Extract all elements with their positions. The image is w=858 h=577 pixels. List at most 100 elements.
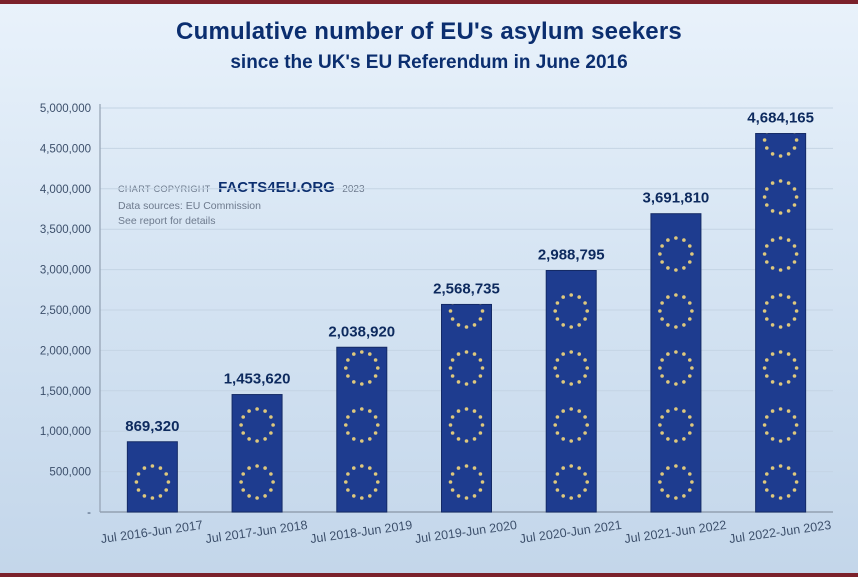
star-dot xyxy=(360,350,364,354)
eu-stars-pattern xyxy=(448,304,485,500)
y-axis-tick-label: 4,500,000 xyxy=(40,143,91,155)
star-dot xyxy=(765,358,769,362)
star-dot xyxy=(368,352,372,356)
bar-value-label: 869,320 xyxy=(125,418,179,435)
y-axis-tick-label: 500,000 xyxy=(49,467,91,479)
star-dot xyxy=(456,437,461,441)
x-axis-category-label: Jul 2018-Jun 2019 xyxy=(309,518,413,546)
star-dot xyxy=(786,494,791,498)
star-dot xyxy=(577,409,581,413)
star-dot xyxy=(762,138,767,142)
star-dot xyxy=(682,409,686,413)
star-dot xyxy=(660,431,664,435)
star-dot xyxy=(346,374,350,378)
star-dot xyxy=(450,358,455,362)
star-dot xyxy=(344,480,348,484)
star-dot xyxy=(660,415,664,419)
star-dot xyxy=(239,423,243,427)
star-dot xyxy=(792,431,797,435)
bar-value-label: 4,684,165 xyxy=(747,110,814,127)
star-dot xyxy=(786,266,791,270)
star-dot xyxy=(682,437,686,441)
star-dot xyxy=(765,431,769,435)
bar-value-label: 2,988,795 xyxy=(538,247,605,264)
star-dot xyxy=(765,133,768,134)
star-dot xyxy=(456,494,461,498)
star-dot xyxy=(464,439,469,443)
star-dot xyxy=(344,366,348,370)
star-dot xyxy=(660,301,664,305)
star-dot xyxy=(271,423,275,427)
star-dot xyxy=(682,494,686,498)
star-dot xyxy=(792,374,797,378)
y-axis-tick-label: 1,000,000 xyxy=(40,426,91,438)
star-dot xyxy=(794,195,799,199)
star-dot xyxy=(786,209,791,213)
star-dot xyxy=(794,480,799,484)
y-axis-tick-label: - xyxy=(87,507,91,519)
star-dot xyxy=(690,252,694,256)
star-dot xyxy=(682,266,686,270)
star-dot xyxy=(450,488,455,492)
star-dot xyxy=(666,494,670,498)
star-dot xyxy=(346,358,350,362)
brand-name: FACTS4EU.ORG xyxy=(218,179,335,196)
eu-stars-pattern xyxy=(239,407,275,500)
eu-stars-pattern xyxy=(134,464,171,500)
star-dot xyxy=(666,266,670,270)
y-axis-tick-label: 3,500,000 xyxy=(40,224,91,236)
star-dot xyxy=(555,374,560,378)
star-dot xyxy=(765,260,769,264)
star-dot xyxy=(480,366,485,370)
star-dot xyxy=(478,488,483,492)
star-dot xyxy=(585,423,589,427)
star-dot xyxy=(658,480,662,484)
star-dot xyxy=(778,293,783,297)
star-dot xyxy=(770,266,775,270)
star-dot xyxy=(450,431,455,435)
x-axis-category-label: Jul 2021-Jun 2022 xyxy=(623,518,727,546)
star-dot xyxy=(555,301,560,305)
star-dot xyxy=(164,488,168,492)
star-dot xyxy=(674,464,678,468)
star-dot xyxy=(164,472,168,476)
star-dot xyxy=(136,472,141,476)
star-dot xyxy=(352,409,356,413)
chart-header: Cumulative number of EU's asylum seekers… xyxy=(0,18,858,74)
star-dot xyxy=(792,301,797,305)
star-dot xyxy=(688,472,692,476)
star-dot xyxy=(660,358,664,362)
x-axis-category-label: Jul 2022-Jun 2023 xyxy=(728,518,832,546)
star-dot xyxy=(142,494,147,498)
star-dot xyxy=(448,480,453,484)
star-dot xyxy=(346,472,350,476)
star-dot xyxy=(373,431,378,435)
star-dot xyxy=(583,301,587,305)
star-dot xyxy=(166,480,171,484)
star-dot xyxy=(478,431,483,435)
star-dot xyxy=(478,415,483,419)
star-dot xyxy=(666,352,670,356)
star-dot xyxy=(778,350,783,354)
star-dot xyxy=(577,295,581,299)
star-dot xyxy=(464,496,469,500)
copyright-year: 2023 xyxy=(342,184,365,195)
star-dot xyxy=(561,380,565,384)
star-dot xyxy=(255,496,259,500)
star-dot xyxy=(778,382,783,386)
star-dot xyxy=(770,437,775,441)
star-dot xyxy=(352,380,356,384)
star-dot xyxy=(555,431,560,435)
star-dot xyxy=(577,352,581,356)
star-dot xyxy=(555,472,560,476)
star-dot xyxy=(682,466,686,470)
star-dot xyxy=(569,407,573,411)
star-dot xyxy=(464,325,469,329)
star-dot xyxy=(688,415,692,419)
star-dot xyxy=(765,488,769,492)
star-dot xyxy=(451,304,454,305)
bar xyxy=(231,394,283,513)
eu-stars-pattern xyxy=(344,350,380,500)
star-dot xyxy=(770,466,775,470)
star-dot xyxy=(688,301,692,305)
